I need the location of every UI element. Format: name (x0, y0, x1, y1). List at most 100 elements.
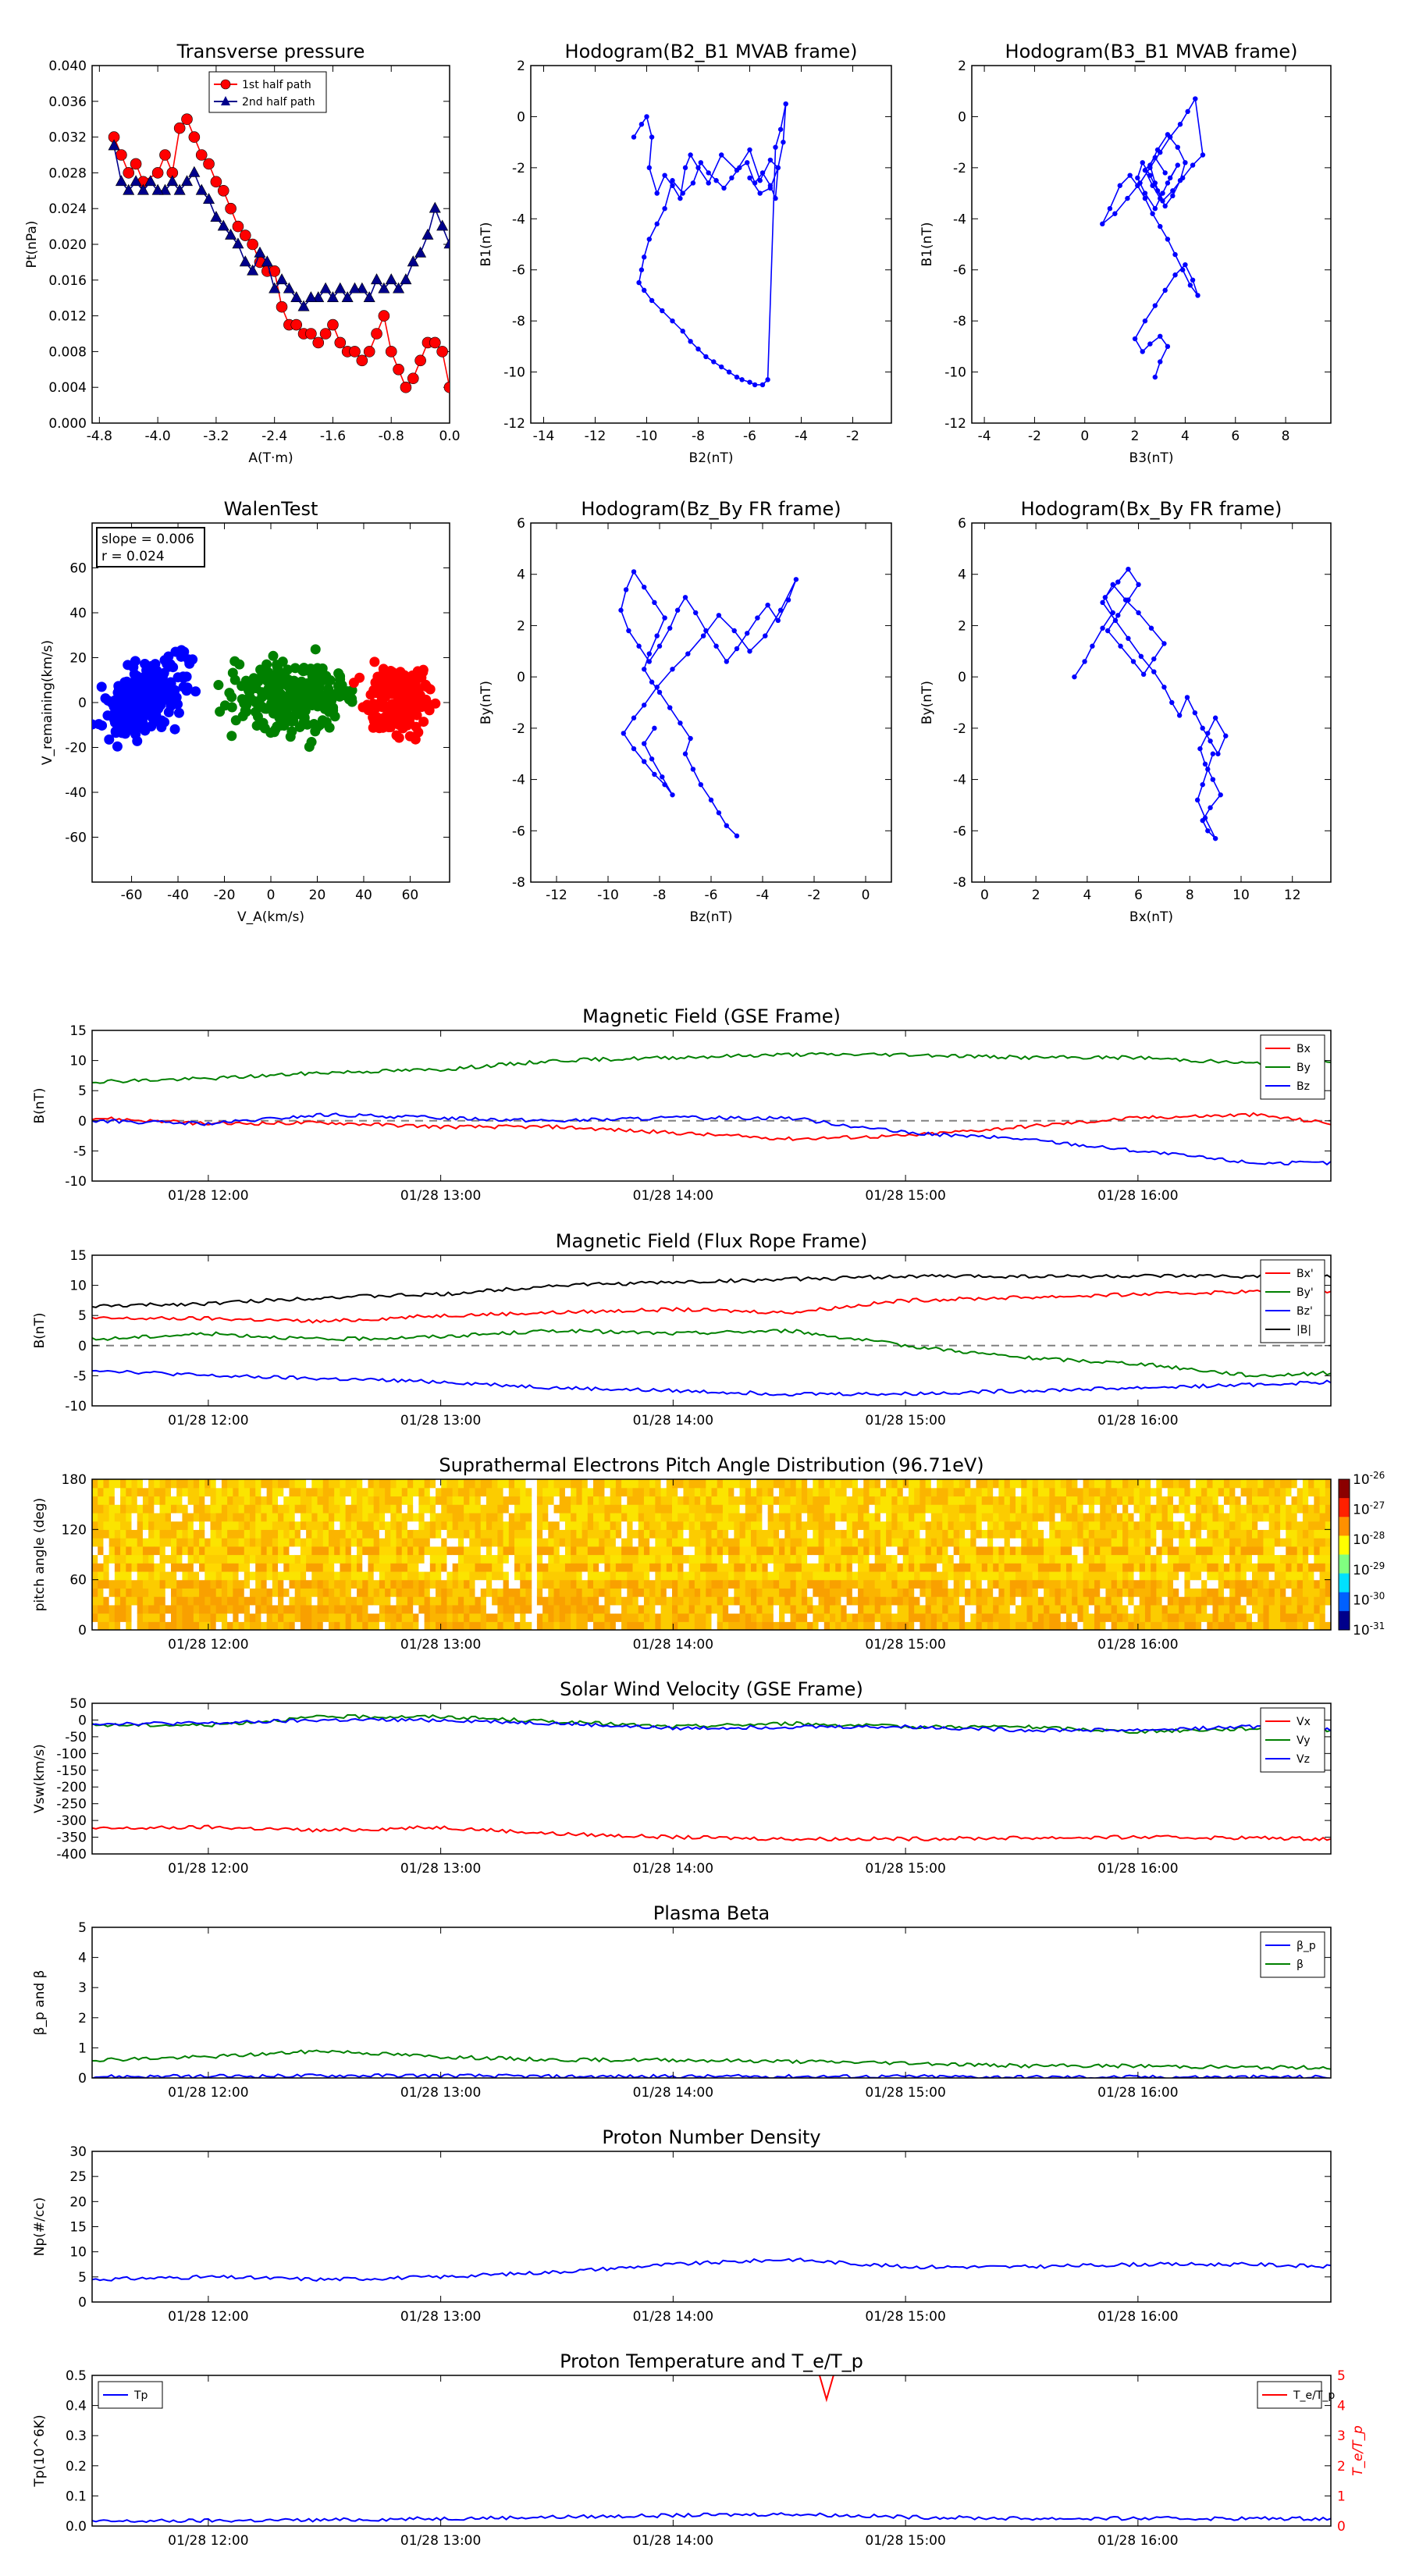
data-point (747, 649, 752, 654)
heatmap-cell (289, 1579, 296, 1589)
heatmap-cell (486, 1479, 493, 1489)
heatmap-cell (930, 1579, 937, 1589)
heatmap-cell (858, 1546, 864, 1556)
heatmap-cell (1161, 1504, 1168, 1514)
heatmap-cell (846, 1571, 853, 1581)
heatmap-cell (959, 1504, 966, 1514)
heatmap-cell (379, 1546, 386, 1556)
heatmap-cell (340, 1588, 347, 1597)
heatmap-cell (1128, 1613, 1135, 1622)
heatmap-cell (604, 1596, 611, 1606)
data-point (713, 643, 719, 649)
heatmap-cell (126, 1621, 133, 1630)
x-tick-label: -8 (692, 429, 705, 444)
heatmap-cell (1111, 1588, 1118, 1597)
heatmap-cell (480, 1579, 487, 1589)
heatmap-cell (548, 1479, 555, 1489)
heatmap-cell (542, 1496, 549, 1505)
heatmap-cell (1077, 1621, 1084, 1630)
heatmap-cell (908, 1554, 915, 1564)
heatmap-cell (660, 1588, 667, 1597)
walen-point (310, 681, 321, 692)
heatmap-cell (858, 1521, 864, 1530)
heatmap-cell (1072, 1554, 1078, 1564)
heatmap-cell (1049, 1512, 1056, 1522)
heatmap-cell (621, 1596, 628, 1606)
data-point (688, 339, 693, 344)
heatmap-cell (396, 1554, 403, 1564)
data-point (646, 659, 652, 664)
heatmap-cell (120, 1479, 126, 1489)
heatmap-cell (114, 1479, 121, 1489)
walen-point (229, 656, 240, 667)
heatmap-cell (536, 1529, 543, 1539)
heatmap-cell (215, 1604, 222, 1614)
y-tick-label: 0 (958, 109, 966, 125)
heatmap-cell (457, 1529, 464, 1539)
heatmap-cell (357, 1521, 363, 1530)
y-tick-label: 0.016 (48, 273, 87, 289)
heatmap-cell (750, 1496, 757, 1505)
heatmap-cell (334, 1512, 340, 1522)
heatmap-cell (694, 1596, 701, 1606)
heatmap-cell (767, 1538, 774, 1547)
heatmap-cell (717, 1521, 724, 1530)
heatmap-cell (1201, 1571, 1208, 1581)
series-line (1101, 97, 1204, 378)
heatmap-cell (914, 1538, 921, 1547)
heatmap-cell (306, 1604, 312, 1614)
heatmap-cell (823, 1588, 831, 1597)
x-tick-label: 01/28 13:00 (400, 1188, 481, 1204)
x-tick-label: 6 (1134, 888, 1143, 903)
heatmap-cell (413, 1479, 419, 1489)
heatmap-cell (818, 1613, 825, 1622)
heatmap-cell (548, 1571, 555, 1581)
heatmap-cell (976, 1571, 983, 1581)
heatmap-cell (137, 1496, 144, 1505)
x-tick-label: -14 (533, 429, 555, 444)
walen-point (226, 731, 237, 742)
heatmap-cell (801, 1604, 808, 1614)
heatmap-cell (813, 1479, 820, 1489)
heatmap-cell (908, 1479, 915, 1489)
heatmap-cell (694, 1487, 701, 1497)
heatmap-cell (1049, 1521, 1056, 1530)
heatmap-cell (902, 1588, 909, 1597)
heatmap-cell (559, 1479, 566, 1489)
heatmap-cell (700, 1604, 706, 1614)
heatmap-cell (328, 1588, 335, 1597)
heatmap-cell (615, 1588, 622, 1597)
heatmap-cell (559, 1496, 566, 1505)
heatmap-cell (688, 1529, 695, 1539)
heatmap-cell (846, 1554, 853, 1564)
heatmap-cell (1083, 1554, 1090, 1564)
heatmap-cell (914, 1604, 921, 1614)
heatmap-cell (795, 1496, 802, 1505)
data-point (1172, 272, 1178, 278)
heatmap-cell (182, 1613, 189, 1622)
heatmap-cell (784, 1588, 791, 1597)
data-point (312, 291, 325, 303)
heatmap-cell (1156, 1504, 1163, 1514)
heatmap-cell (1190, 1479, 1197, 1489)
heatmap-cell (1161, 1479, 1168, 1489)
heatmap-cell (340, 1521, 347, 1530)
heatmap-cell (553, 1512, 560, 1522)
heatmap-cell (373, 1596, 380, 1606)
heatmap-cell (610, 1554, 617, 1564)
heatmap-cell (750, 1613, 757, 1622)
heatmap-cell (1190, 1604, 1197, 1614)
heatmap-cell (520, 1621, 527, 1630)
heatmap-cell (1128, 1554, 1135, 1564)
x-axis-label: V_A(km/s) (237, 909, 304, 925)
heatmap-cell (863, 1479, 870, 1489)
heatmap-cell (739, 1504, 746, 1514)
heatmap-cell (1021, 1563, 1028, 1572)
heatmap-cell (582, 1479, 589, 1489)
y-axis-label: By(nT) (919, 681, 935, 724)
heatmap-cell (170, 1512, 177, 1522)
heatmap-cell (998, 1621, 1005, 1630)
heatmap-cell (666, 1479, 673, 1489)
data-point (400, 273, 412, 285)
heatmap-cell (610, 1588, 617, 1597)
